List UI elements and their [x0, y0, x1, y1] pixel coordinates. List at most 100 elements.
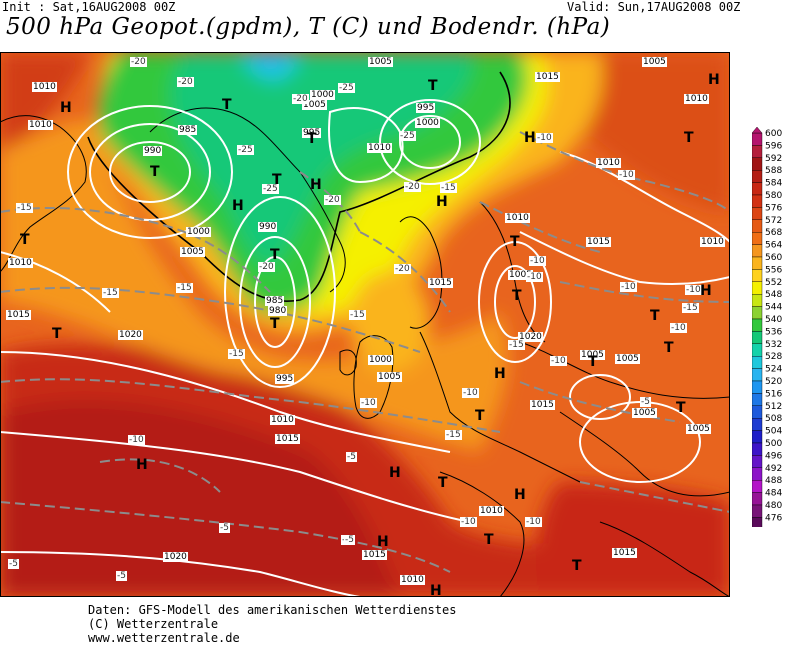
isobar-label: 1000: [310, 90, 335, 100]
high-symbol: H: [430, 583, 442, 599]
isotherm-label: -10: [360, 398, 377, 408]
isobar-label: 1010: [8, 258, 33, 268]
low-symbol: T: [272, 172, 282, 188]
legend-label: 560: [765, 253, 782, 263]
weather-map: [0, 52, 730, 597]
color-legend: 600 596 592 588 584 580 576 572 568 564 560 556 552 5…: [752, 127, 782, 527]
isotherm-label: -20: [177, 77, 194, 87]
low-symbol: T: [150, 164, 160, 180]
isobar-label: 1020: [163, 552, 188, 562]
legend-swatch: [752, 318, 763, 332]
legend-label: 484: [765, 489, 782, 499]
isobar-label: 1015: [612, 548, 637, 558]
legend-label: 576: [765, 203, 782, 213]
legend-swatch: [752, 132, 763, 146]
isotherm-label: -10: [536, 133, 553, 143]
low-symbol: T: [270, 316, 280, 332]
isotherm-label: -20: [130, 57, 147, 67]
low-symbol: T: [484, 532, 494, 548]
legend-label: 520: [765, 377, 782, 387]
isotherm-label: -15: [445, 430, 462, 440]
high-symbol: H: [232, 198, 244, 214]
isobar-label: 995: [416, 103, 436, 113]
legend-swatch: [752, 244, 763, 258]
low-symbol: T: [684, 130, 694, 146]
isobar-label: 1005: [368, 57, 393, 67]
isotherm-label: -10: [529, 256, 546, 266]
legend-swatch: [752, 306, 763, 320]
legend-swatch: [752, 405, 763, 419]
isotherm-label: -10: [550, 356, 567, 366]
isobar-label: 1010: [700, 237, 725, 247]
low-symbol: T: [676, 400, 686, 416]
legend-swatch: [752, 194, 763, 208]
legend-label: 592: [765, 154, 782, 164]
isobar-label: 1010: [479, 506, 504, 516]
isobar-label: 1000: [415, 118, 440, 128]
isotherm-label: -20: [394, 264, 411, 274]
legend-swatch: [752, 442, 763, 456]
low-symbol: T: [512, 288, 522, 304]
isobar-label: 1010: [400, 575, 425, 585]
legend-label: 580: [765, 191, 782, 201]
isobar-label: 1005: [632, 408, 657, 418]
low-symbol: T: [222, 97, 232, 113]
legend-label: 480: [765, 501, 782, 511]
isobar-label: 1020: [118, 330, 143, 340]
isobar-label: 1000: [368, 355, 393, 365]
legend-swatch: [752, 492, 763, 506]
isobars: [0, 99, 730, 597]
isotherm-label: -10: [670, 323, 687, 333]
valid-label: Valid: Sun,17AUG2008 00Z: [567, 0, 741, 14]
low-symbol: T: [438, 475, 448, 491]
legend-label: 532: [765, 340, 782, 350]
isotherm-label: -10: [618, 170, 635, 180]
isotherms: [0, 131, 730, 573]
legend-label: 600: [765, 129, 782, 139]
legend-label: 596: [765, 141, 782, 151]
isotherm-label: -5: [640, 397, 651, 407]
legend-label: 512: [765, 402, 782, 412]
low-symbol: T: [588, 354, 598, 370]
high-symbol: H: [389, 465, 401, 481]
legend-swatch: [752, 355, 763, 369]
isotherm-label: -10: [525, 517, 542, 527]
isobar-label: 980: [268, 306, 288, 316]
isotherm-label: -25: [262, 184, 279, 194]
low-symbol: T: [475, 408, 485, 424]
legend-swatch: [752, 269, 763, 282]
legend-label: 496: [765, 451, 782, 461]
legend-swatch: [752, 517, 763, 527]
legend-label: 488: [765, 476, 782, 486]
isotherm-label: -10: [526, 272, 543, 282]
high-symbol: H: [700, 283, 712, 299]
isotherm-label: -10: [128, 435, 145, 445]
isotherm-label: -25: [338, 83, 355, 93]
isobar-label: 1010: [28, 120, 53, 130]
init-label: Init : Sat,16AUG2008 00Z: [2, 0, 176, 14]
legend-label: 536: [765, 327, 782, 337]
isobar-label: 1015: [530, 400, 555, 410]
legend-swatch: [752, 480, 763, 493]
isobar-label: 990: [143, 146, 163, 156]
isobar-label: 1000: [186, 227, 211, 237]
footer-url: www.wetterzentrale.de: [88, 631, 240, 645]
isotherm-label: -15: [228, 349, 245, 359]
legend-swatch: [752, 231, 763, 245]
legend-swatch: [752, 343, 763, 357]
legend-swatch: [752, 467, 763, 481]
legend-label: 556: [765, 265, 782, 275]
isobar-label: 1015: [275, 434, 300, 444]
isotherm-label: -15: [176, 283, 193, 293]
isobar-label: 1010: [32, 82, 57, 92]
legend-swatch: [752, 380, 763, 394]
legend-label: 500: [765, 439, 782, 449]
low-symbol: T: [307, 131, 317, 147]
low-symbol: T: [20, 232, 30, 248]
legend-label: 588: [765, 166, 782, 176]
legend-swatch: [752, 219, 763, 233]
isotherm-label: -10: [462, 388, 479, 398]
low-symbol: T: [428, 78, 438, 94]
legend-label: 540: [765, 315, 782, 325]
isobar-label: 1005: [180, 247, 205, 257]
